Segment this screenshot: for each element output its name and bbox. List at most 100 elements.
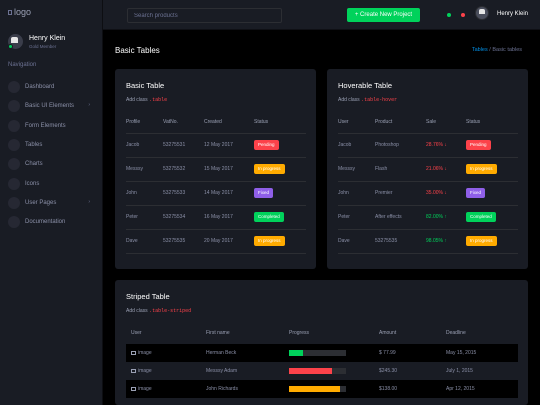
- cell-amount: $138.00: [379, 380, 446, 398]
- cell-status: Fixed: [254, 181, 306, 206]
- table-row[interactable]: John Premier 35.00% ↓ Fixed: [338, 181, 518, 206]
- broken-image-icon: [131, 369, 136, 373]
- cell-product: 53275535: [375, 229, 426, 254]
- chevron-right-icon: ›: [88, 102, 90, 108]
- cell-product: Photoshop: [375, 133, 426, 158]
- user-image-alt: image: [138, 386, 152, 392]
- sidebar-item-label: User Pages: [25, 200, 57, 206]
- bell-notification-icon[interactable]: [461, 13, 465, 17]
- sidebar-item-label: Charts: [25, 161, 43, 167]
- cell-profile: Jacob: [126, 133, 163, 158]
- cell-created: 16 May 2017: [204, 205, 254, 230]
- sidebar-item-label: Basic UI Elements: [25, 103, 75, 109]
- progress-bar: [289, 386, 346, 392]
- table-header-row: User First name Progress Amount Deadline: [126, 322, 518, 344]
- cell-deadline: May 15, 2015: [446, 344, 518, 362]
- card-description-code: .table-hover: [361, 97, 398, 103]
- sidebar-brand-logo[interactable]: logo: [8, 7, 31, 17]
- cell-status: In progress: [254, 157, 306, 182]
- table-row: John 53275533 14 May 2017 Fixed: [126, 181, 306, 206]
- column-header: Status: [466, 111, 518, 134]
- cell-user: image: [126, 380, 206, 398]
- cell-user: Jacob: [338, 133, 375, 158]
- cell-profile: Dave: [126, 229, 163, 254]
- column-header: Deadline: [446, 330, 466, 336]
- avatar[interactable]: [475, 6, 489, 20]
- sale-value: 98.05%: [426, 238, 443, 244]
- create-new-project-button[interactable]: + Create New Project: [347, 8, 420, 22]
- progress-bar: [289, 368, 346, 374]
- cell-status: Pending: [466, 133, 518, 158]
- sidebar-item-charts[interactable]: Charts: [8, 157, 96, 171]
- sale-value: 28.76%: [426, 142, 443, 148]
- progress-bar-fill: [289, 368, 332, 374]
- card-description-text: Add class: [126, 308, 148, 314]
- striped-table: User First name Progress Amount Deadline…: [126, 322, 518, 398]
- status-badge: In progress: [254, 164, 285, 174]
- table-row: image Herman Beck $ 77.99 May 15, 2015: [126, 344, 518, 362]
- cell-user: Peter: [338, 205, 375, 230]
- email-notification-icon[interactable]: [447, 13, 451, 17]
- sale-value: 82.00%: [426, 214, 443, 220]
- cell-user: John: [338, 181, 375, 206]
- cell-product: Flash: [375, 157, 426, 182]
- sidebar-item-documentation[interactable]: Documentation: [8, 215, 96, 229]
- progress-bar: [289, 350, 346, 356]
- cell-sale: 28.76% ↓: [426, 133, 466, 158]
- card-description: Add class .table-striped: [126, 308, 191, 314]
- sidebar-item-label: Tables: [25, 142, 43, 148]
- column-header: First name: [206, 330, 230, 336]
- column-header: Sale: [426, 111, 466, 134]
- sidebar-item-icons[interactable]: Icons: [8, 177, 96, 191]
- cell-status: In progress: [254, 229, 306, 254]
- file-document-icon: [8, 216, 20, 228]
- table-row: Peter 53275534 16 May 2017 Completed: [126, 205, 306, 230]
- striped-table-card: Striped Table Add class .table-striped U…: [115, 280, 528, 405]
- progress-bar-fill: [289, 386, 341, 392]
- table-row[interactable]: Peter After effects 82.00% ↑ Completed: [338, 205, 518, 230]
- arrow-down-icon: ↓: [444, 166, 447, 172]
- basic-table-card: Basic Table Add class .table Profile Vat…: [115, 69, 316, 269]
- card-title: Hoverable Table: [338, 81, 393, 90]
- cell-first-name: Herman Beck: [206, 344, 289, 362]
- table-header-row: Profile VatNo. Created Status: [126, 111, 306, 134]
- sidebar-item-user-pages[interactable]: User Pages ›: [8, 196, 96, 210]
- speedometer-icon: [8, 81, 20, 93]
- breadcrumb-link-tables[interactable]: Tables: [471, 47, 488, 53]
- table-row: Dave 53275535 20 May 2017 In progress: [126, 229, 306, 254]
- cell-vat: 53275535: [163, 229, 204, 254]
- hoverable-table: User Product Sale Status Jacob Photoshop…: [338, 111, 518, 254]
- user-image-alt: image: [138, 368, 152, 374]
- sidebar-item-tables[interactable]: Tables: [8, 138, 96, 152]
- search-input[interactable]: [127, 8, 282, 23]
- table-row[interactable]: Dave 53275535 98.05% ↑ In progress: [338, 229, 518, 254]
- table-row: image John Richards $138.00 Apr 12, 2015: [126, 380, 518, 398]
- cell-vat: 53275534: [163, 205, 204, 230]
- cell-sale: 35.00% ↓: [426, 181, 466, 206]
- cell-created: 20 May 2017: [204, 229, 254, 254]
- user-image-alt: image: [138, 350, 152, 356]
- cell-vat: 53275531: [163, 133, 204, 158]
- sidebar-item-basic-ui-elements[interactable]: Basic UI Elements ›: [8, 99, 96, 113]
- status-badge: Pending: [254, 140, 279, 150]
- cell-created: 15 May 2017: [204, 157, 254, 182]
- cell-progress: [289, 344, 379, 362]
- column-header: Status: [254, 111, 306, 134]
- broken-image-icon: [131, 351, 136, 355]
- breadcrumb-current: Basic tables: [492, 47, 522, 53]
- profile-name[interactable]: Henry Klein: [497, 11, 529, 17]
- card-description-code: .table: [149, 97, 168, 103]
- column-header: User: [338, 111, 375, 134]
- column-header: Amount: [379, 330, 397, 336]
- cell-status: Pending: [254, 133, 306, 158]
- cell-progress: [289, 362, 379, 380]
- table-row[interactable]: Jacob Photoshop 28.76% ↓ Pending: [338, 133, 518, 158]
- sale-value: 21.06%: [426, 166, 443, 172]
- cell-status: In progress: [466, 157, 518, 182]
- column-header: Product: [375, 111, 426, 134]
- sidebar-item-dashboard[interactable]: Dashboard: [8, 80, 96, 94]
- table-row[interactable]: Messsy Flash 21.06% ↓ In progress: [338, 157, 518, 182]
- nav-section-title: Navigation: [8, 62, 37, 68]
- sidebar-item-form-elements[interactable]: Form Elements: [8, 119, 96, 133]
- page-title: Basic Tables: [115, 46, 160, 55]
